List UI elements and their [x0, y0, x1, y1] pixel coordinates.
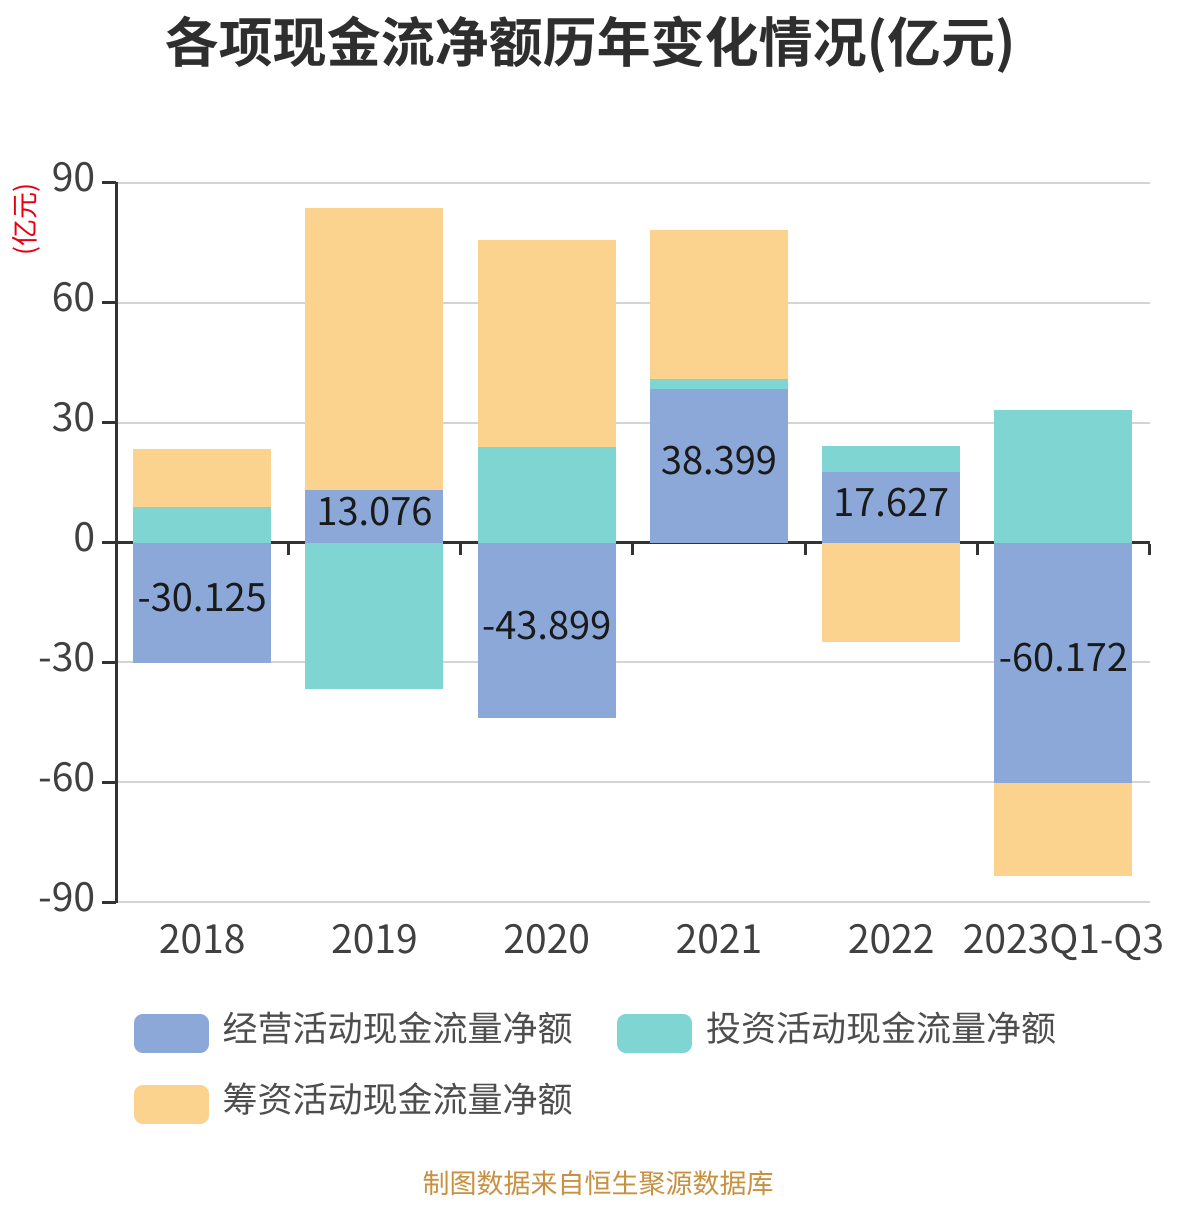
legend-label-investing: 投资活动现金流量净额: [706, 1001, 1057, 1052]
y-tick-label: 0: [73, 507, 95, 563]
y-tick-label: -90: [38, 866, 95, 923]
x-axis-tick: [631, 544, 635, 555]
x-axis-tick: [1148, 544, 1151, 555]
y-tick-label: -30: [38, 626, 95, 683]
bar-segment-2020-s0[interactable]: [478, 543, 616, 718]
y-tick-label: -60: [38, 746, 95, 803]
bar-segment-2019-s0[interactable]: [305, 490, 443, 543]
y-axis-tick: [102, 660, 116, 664]
y-axis-tick: [102, 900, 116, 904]
bar-segment-2018-s2[interactable]: [133, 449, 271, 507]
bar-segment-2021-s2[interactable]: [650, 230, 788, 379]
x-axis-line: [114, 541, 1150, 544]
legend-swatch-operating: [133, 1014, 209, 1053]
footer-note: 制图数据来自恒生聚源数据库: [422, 1162, 774, 1201]
bar-segment-2020-s1[interactable]: [478, 447, 616, 543]
bar-segment-2023Q1-Q3-s1[interactable]: [994, 410, 1132, 543]
bar-segment-2018-s1[interactable]: [133, 507, 271, 543]
bar-segment-2023Q1-Q3-s2[interactable]: [994, 783, 1132, 876]
bar-segment-2021-s0[interactable]: [650, 389, 788, 543]
bar-segment-2023Q1-Q3-s0[interactable]: [994, 543, 1132, 783]
legend-label-operating: 经营活动现金流量净额: [222, 1001, 573, 1052]
x-tick-label: 2019: [331, 909, 418, 965]
legend-label-financing: 筹资活动现金流量净额: [222, 1072, 573, 1123]
x-tick-label: 2020: [503, 909, 590, 965]
gridline: [116, 781, 1150, 784]
gridline: [116, 301, 1150, 304]
bar-segment-2022-s1[interactable]: [822, 446, 960, 472]
bar-segment-2020-s2[interactable]: [478, 240, 616, 447]
x-tick-label: 2023Q1-Q3: [962, 909, 1165, 965]
bar-value-label: 38.399: [660, 430, 777, 485]
chart-title: 各项现金流净额历年变化情况(亿元): [164, 0, 1016, 78]
x-axis-tick: [286, 544, 290, 555]
bar-segment-2022-s0[interactable]: [822, 472, 960, 543]
gridline: [116, 421, 1150, 424]
legend-swatch-investing: [617, 1014, 692, 1053]
bar-value-label: 13.076: [316, 480, 433, 536]
bar-value-label: -30.125: [137, 567, 267, 622]
x-tick-label: 2021: [675, 909, 763, 965]
gridline: [116, 901, 1150, 904]
bar-value-label: -43.899: [482, 594, 612, 650]
bar-value-label: -60.172: [998, 627, 1128, 682]
x-tick-label: 2022: [847, 909, 935, 965]
legend-item-investing[interactable]: 投资活动现金流量净额: [617, 1001, 1057, 1058]
y-axis-tick: [102, 780, 116, 784]
bar-segment-2021-s1[interactable]: [650, 379, 788, 389]
y-tick-label: 30: [51, 387, 95, 444]
y-axis-tick: [102, 541, 116, 544]
bar-segment-2019-s2[interactable]: [305, 208, 443, 490]
bar-segment-2019-s1[interactable]: [305, 543, 443, 689]
x-tick-label: 2018: [158, 909, 246, 965]
x-axis-tick: [459, 544, 462, 555]
x-axis-tick: [975, 544, 979, 555]
bar-value-label: 17.627: [833, 471, 950, 527]
y-axis-tick: [102, 421, 116, 425]
x-axis-tick: [803, 544, 807, 555]
bar-segment-2022-s2[interactable]: [822, 543, 960, 642]
y-tick-label: 90: [51, 147, 95, 204]
legend-item-financing[interactable]: 筹资活动现金流量净额: [133, 1072, 573, 1129]
legend-item-operating[interactable]: 经营活动现金流量净额: [133, 1001, 573, 1058]
y-axis-tick: [102, 301, 116, 305]
y-tick-label: 60: [51, 267, 95, 324]
y-axis-tick: [102, 181, 116, 185]
bar-segment-2018-s0[interactable]: [133, 543, 271, 663]
gridline: [116, 661, 1150, 664]
legend-swatch-financing: [133, 1085, 209, 1124]
gridline: [116, 181, 1150, 184]
